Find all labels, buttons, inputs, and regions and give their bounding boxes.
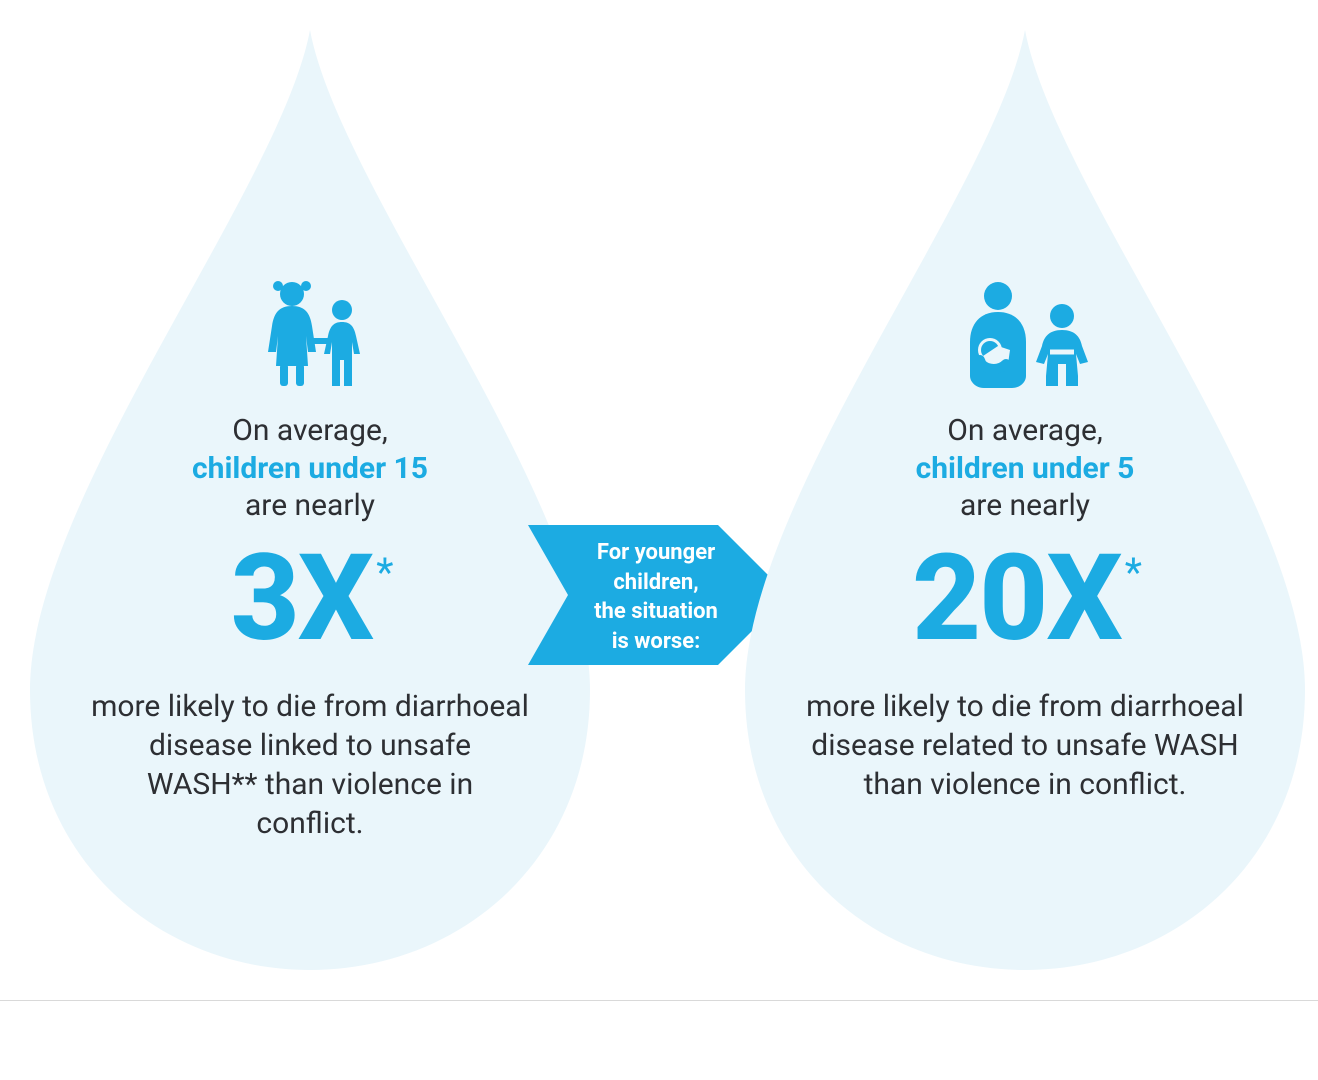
arrow-text: For younger children, the situation is w… <box>576 538 736 657</box>
drop1-stat-note: * <box>376 549 393 596</box>
water-drop-right: On average, children under 5 are nearly … <box>745 30 1305 970</box>
arrow-line4: is worse: <box>612 629 701 654</box>
drop2-lead-before: On average, <box>947 413 1103 448</box>
drop1-stat: 3X <box>231 539 373 659</box>
drop2-highlight: children under 5 <box>916 451 1135 486</box>
water-drop-left: On average, children under 15 are nearly… <box>30 30 590 970</box>
drop1-lead: On average, children under 15 are nearly <box>90 412 530 525</box>
drop2-lead-after: are nearly <box>960 488 1090 523</box>
drop2-tail: more likely to die from diarrhoeal disea… <box>805 687 1245 804</box>
drop2-stat-row: 20X* <box>805 539 1245 659</box>
arrow-line1: For younger <box>597 540 715 565</box>
drop1-tail: more likely to die from diarrhoeal disea… <box>90 687 530 843</box>
drop2-stat-note: * <box>1125 549 1142 596</box>
drop1-stat-row: 3X* <box>90 539 530 659</box>
infographic-canvas: On average, children under 15 are nearly… <box>0 0 1318 1080</box>
drop2-lead: On average, children under 5 are nearly <box>805 412 1245 525</box>
drop1-lead-before: On average, <box>232 413 388 448</box>
bottom-divider <box>0 1000 1318 1001</box>
mother-babies-icon <box>805 280 1245 390</box>
drop2-stat: 20X <box>912 539 1121 659</box>
arrow-line2: children, <box>613 570 698 595</box>
arrow-line3: the situation <box>594 599 718 624</box>
drop1-highlight: children under 15 <box>192 451 428 486</box>
children-icon <box>90 280 530 390</box>
drop1-lead-after: are nearly <box>245 488 375 523</box>
